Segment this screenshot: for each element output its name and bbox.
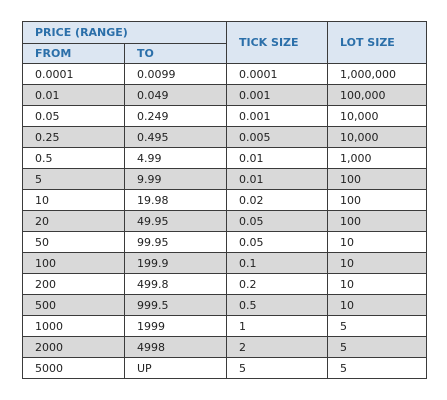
table-body: 0.0001 0.0099 0.0001 1,000,000 0.01 0.049 0.00… [22,63,427,379]
tick-size-cell: 5 [226,357,328,379]
from-cell: 1000 [22,315,125,337]
table-row: 1000 1999 1 5 [22,315,427,337]
tick-size-cell: 0.5 [226,294,328,316]
to-cell: 9.99 [124,168,227,190]
lot-size-header: LOT SIZE [327,21,427,64]
lot-size-cell: 10,000 [327,105,427,127]
from-cell: 0.05 [22,105,125,127]
tick-size-cell: 0.02 [226,189,328,211]
from-cell: 10 [22,189,125,211]
to-cell: 4998 [124,336,227,358]
lot-size-cell: 100 [327,168,427,190]
from-cell: 2000 [22,336,125,358]
lot-size-cell: 1,000 [327,147,427,169]
from-cell: 5 [22,168,125,190]
lot-size-cell: 5 [327,357,427,379]
table-row: 0.0001 0.0099 0.0001 1,000,000 [22,63,427,85]
tick-size-cell: 1 [226,315,328,337]
table-row: 100 199.9 0.1 10 [22,252,427,274]
from-cell: 20 [22,210,125,232]
tick-size-header: TICK SIZE [226,21,328,64]
from-cell: 50 [22,231,125,253]
from-cell: 0.5 [22,147,125,169]
table-row: 10 19.98 0.02 100 [22,189,427,211]
table-row: 5 9.99 0.01 100 [22,168,427,190]
header-row-top: PRICE (RANGE) TICK SIZE LOT SIZE [22,21,427,64]
to-cell: 19.98 [124,189,227,211]
from-header: FROM [22,43,125,64]
to-cell: 4.99 [124,147,227,169]
tick-size-cell: 0.01 [226,147,328,169]
lot-size-cell: 10,000 [327,126,427,148]
table-row: 500 999.5 0.5 10 [22,294,427,316]
table-row: 0.05 0.249 0.001 10,000 [22,105,427,127]
lot-size-cell: 10 [327,294,427,316]
tick-size-cell: 0.1 [226,252,328,274]
from-cell: 5000 [22,357,125,379]
lot-size-cell: 10 [327,252,427,274]
to-cell: 49.95 [124,210,227,232]
to-header: TO [124,43,227,64]
lot-size-cell: 100,000 [327,84,427,106]
tick-size-cell: 0.05 [226,231,328,253]
tick-size-cell: 0.2 [226,273,328,295]
from-cell: 500 [22,294,125,316]
to-cell: 199.9 [124,252,227,274]
to-cell: 499.8 [124,273,227,295]
tick-size-cell: 0.0001 [226,63,328,85]
tick-size-cell: 0.001 [226,105,328,127]
table-row: 200 499.8 0.2 10 [22,273,427,295]
table-row: 0.5 4.99 0.01 1,000 [22,147,427,169]
lot-size-cell: 5 [327,336,427,358]
to-cell: 0.249 [124,105,227,127]
tick-size-cell: 0.01 [226,168,328,190]
to-cell: 0.495 [124,126,227,148]
to-cell: UP [124,357,227,379]
header-row-sub: FROM TO [22,43,427,64]
lot-size-cell: 10 [327,231,427,253]
lot-size-cell: 10 [327,273,427,295]
tick-size-cell: 0.05 [226,210,328,232]
table-row: 0.25 0.495 0.005 10,000 [22,126,427,148]
to-cell: 999.5 [124,294,227,316]
lot-size-cell: 5 [327,315,427,337]
from-cell: 0.01 [22,84,125,106]
lot-size-cell: 100 [327,210,427,232]
table-row: 0.01 0.049 0.001 100,000 [22,84,427,106]
price-tick-lot-table: PRICE (RANGE) TICK SIZE LOT SIZE FROM TO… [22,21,427,379]
to-cell: 0.0099 [124,63,227,85]
from-cell: 100 [22,252,125,274]
lot-size-cell: 1,000,000 [327,63,427,85]
table-row: 20 49.95 0.05 100 [22,210,427,232]
price-range-header: PRICE (RANGE) [22,21,227,44]
table-row: 50 99.95 0.05 10 [22,231,427,253]
to-cell: 99.95 [124,231,227,253]
lot-size-cell: 100 [327,189,427,211]
from-cell: 0.0001 [22,63,125,85]
from-cell: 200 [22,273,125,295]
table-row: 5000 UP 5 5 [22,357,427,379]
to-cell: 0.049 [124,84,227,106]
table-row: 2000 4998 2 5 [22,336,427,358]
tick-size-cell: 0.005 [226,126,328,148]
to-cell: 1999 [124,315,227,337]
from-cell: 0.25 [22,126,125,148]
tick-size-cell: 0.001 [226,84,328,106]
tick-size-cell: 2 [226,336,328,358]
